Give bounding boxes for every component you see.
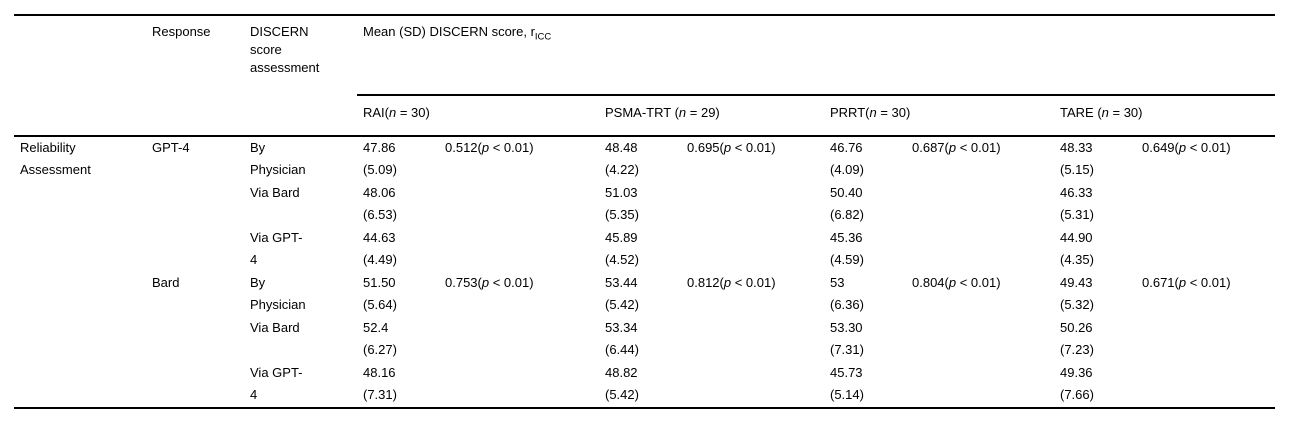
table-row: Bard By Physician 51.50 (5.64) 0.753(p < … <box>14 272 1275 317</box>
header-tare-text: TARE ( <box>1060 105 1102 120</box>
header-prrt-n: n <box>869 105 877 120</box>
assessment-cell: Via Bard <box>250 320 300 335</box>
header-tare-n: n <box>1101 105 1109 120</box>
section-label: Reliability Assessment <box>20 140 91 178</box>
response-gpt4: GPT-4 <box>152 140 190 155</box>
icc-cell: 0.512(p < 0.01) <box>445 140 534 155</box>
mean-sd-cell: 48.48 (4.22) <box>605 140 639 178</box>
icc-cell: 0.671(p < 0.01) <box>1142 275 1231 290</box>
icc-cell: 0.804(p < 0.01) <box>912 275 1001 290</box>
mean-sd-cell: 53 (6.36) <box>830 275 864 313</box>
header-rai-text: RAI( <box>363 105 389 120</box>
mean-sd-cell: 48.33 (5.15) <box>1060 140 1094 178</box>
mean-sd-cell: 53.34 (6.44) <box>605 320 639 358</box>
header-tare: TARE (n = 30) <box>1054 95 1276 137</box>
mean-sd-cell: 53.30 (7.31) <box>830 320 864 358</box>
icc-cell: 0.649(p < 0.01) <box>1142 140 1231 155</box>
mean-sd-cell: 51.03 (5.35) <box>605 185 639 223</box>
response-bard: Bard <box>152 275 180 290</box>
mean-sd-cell: 46.33 (5.31) <box>1060 185 1094 223</box>
table-row: Reliability Assessment GPT-4 By Physicia… <box>14 136 1275 182</box>
icc-cell: 0.812(p < 0.01) <box>687 275 776 290</box>
header-psma-trt: PSMA-TRT (n = 29) <box>599 95 824 137</box>
icc-cell: 0.695(p < 0.01) <box>687 140 776 155</box>
header-prrt-text: PRRT( <box>830 105 870 120</box>
icc-cell: 0.687(p < 0.01) <box>912 140 1001 155</box>
assessment-cell: By Physician <box>250 140 306 178</box>
table-row: Via Bard 52.4 (6.27) 53.34 (6.44) 53.30 (7.… <box>14 317 1275 362</box>
assessment-cell: Via Bard <box>250 185 300 200</box>
mean-sd-cell: 48.82 (5.42) <box>605 365 639 403</box>
mean-sd-cell: 49.36 (7.66) <box>1060 365 1094 403</box>
header-psma-trt-count: = 29) <box>686 105 720 120</box>
table-row: Via GPT- 4 48.16 (7.31) 48.82 (5.42) 45.73… <box>14 362 1275 408</box>
mean-sd-cell: 52.4 (6.27) <box>363 320 397 358</box>
assessment-cell: By Physician <box>250 275 306 313</box>
mean-sd-cell: 47.86 (5.09) <box>363 140 397 178</box>
mean-sd-cell: 51.50 (5.64) <box>363 275 397 313</box>
mean-sd-cell: 53.44 (5.42) <box>605 275 639 313</box>
mean-sd-cell: 50.26 (7.23) <box>1060 320 1094 358</box>
mean-sd-cell: 45.36 (4.59) <box>830 230 864 268</box>
discern-reliability-table: Response DISCERN score assessment Mean (… <box>14 14 1276 409</box>
table-row: Via GPT- 4 44.63 (4.49) 45.89 (4.52) 45.36… <box>14 227 1275 272</box>
header-psma-trt-n: n <box>678 105 687 120</box>
mean-sd-cell: 45.73 (5.14) <box>830 365 864 403</box>
header-empty-corner <box>14 15 146 137</box>
assessment-cell: Via GPT- 4 <box>250 230 303 268</box>
header-rai: RAI(n = 30) <box>357 95 599 137</box>
mean-sd-cell: 49.43 (5.32) <box>1060 275 1094 313</box>
header-icc-subscript: ICC <box>534 31 552 43</box>
header-prrt-count: = 30) <box>876 105 911 120</box>
header-mean-sd-score: Mean (SD) DISCERN score, rICC <box>357 15 1276 96</box>
header-assessment: DISCERN score assessment <box>244 15 357 137</box>
header-prrt: PRRT(n = 30) <box>824 95 1054 137</box>
header-rai-count: = 30) <box>396 105 430 120</box>
mean-sd-cell: 48.16 (7.31) <box>363 365 397 403</box>
assessment-cell: Via GPT- 4 <box>250 365 303 403</box>
mean-sd-cell: 50.40 (6.82) <box>830 185 864 223</box>
mean-sd-cell: 44.63 (4.49) <box>363 230 397 268</box>
mean-sd-cell: 48.06 (6.53) <box>363 185 397 223</box>
header-mean-sd-text: Mean (SD) DISCERN score, r <box>363 24 535 39</box>
mean-sd-cell: 44.90 (4.35) <box>1060 230 1094 268</box>
icc-cell: 0.753(p < 0.01) <box>445 275 534 290</box>
header-tare-count: = 30) <box>1108 105 1143 120</box>
header-psma-trt-text: PSMA-TRT ( <box>605 105 679 120</box>
header-response: Response <box>146 15 244 137</box>
table-row: Via Bard 48.06 (6.53) 51.03 (5.35) 50.40 (6… <box>14 182 1275 227</box>
mean-sd-cell: 45.89 (4.52) <box>605 230 639 268</box>
header-rai-n: n <box>389 105 397 120</box>
mean-sd-cell: 46.76 (4.09) <box>830 140 864 178</box>
